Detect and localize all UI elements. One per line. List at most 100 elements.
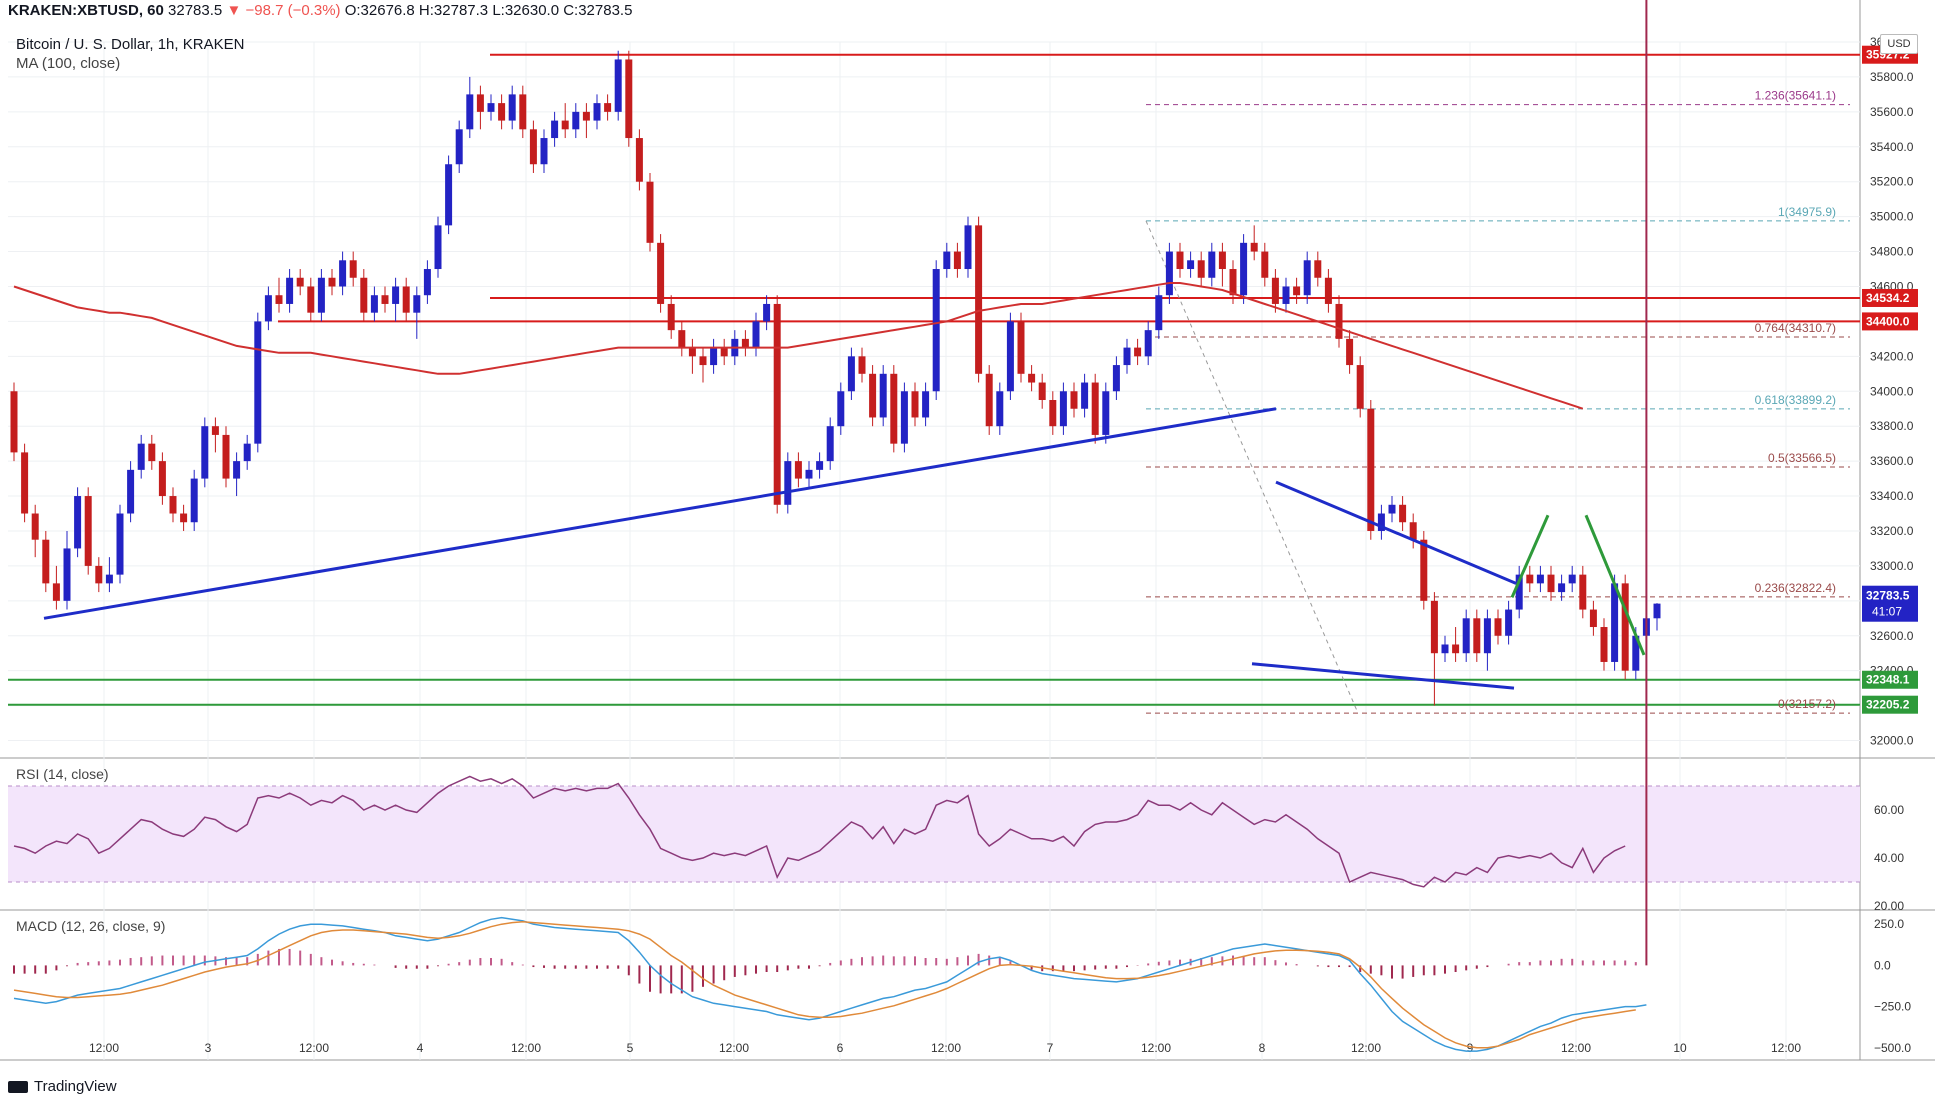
- y-tick-label: 35000.0: [1870, 210, 1914, 224]
- candle-up: [370, 295, 378, 313]
- candle-down: [985, 373, 993, 427]
- symbol-header: KRAKEN:XBTUSD, 60 32783.5 ▼ −98.7 (−0.3%…: [8, 2, 632, 19]
- candle-down: [561, 120, 569, 130]
- candle-up: [551, 120, 559, 139]
- y-tick-label: 34800.0: [1870, 245, 1914, 259]
- candle-down: [657, 242, 665, 304]
- candle-up: [1123, 347, 1131, 366]
- candle-down: [699, 356, 707, 366]
- fib-level-label: 0(32157.2): [1778, 697, 1836, 711]
- candle-down: [148, 443, 156, 462]
- candle-down: [381, 295, 389, 304]
- candle-up: [572, 111, 580, 130]
- candle-down: [31, 513, 39, 540]
- candle-up: [932, 269, 940, 392]
- brand-label: TradingView: [34, 1078, 117, 1095]
- candle-up: [1483, 618, 1491, 654]
- candle-up: [837, 391, 845, 427]
- candle-up: [943, 251, 951, 270]
- y-tick-label: 35200.0: [1870, 175, 1914, 189]
- candle-up: [455, 129, 463, 165]
- price-level-badge: [1862, 695, 1918, 714]
- candle-up: [752, 321, 760, 348]
- x-tick-label: 12:00: [89, 1041, 119, 1055]
- ma100-line: [13, 282, 1584, 410]
- candle-down: [1134, 347, 1142, 357]
- candle-down: [1176, 251, 1184, 270]
- candle-up: [1144, 330, 1152, 357]
- candle-down: [1452, 644, 1460, 654]
- lower-trendline: [1251, 662, 1515, 690]
- ohlc-values: O:32676.8 H:32787.3 L:32630.0 C:32783.5: [344, 2, 633, 19]
- price-level-label: 32348.1: [1866, 673, 1910, 687]
- candle-down: [1314, 260, 1322, 278]
- candle-up: [1165, 251, 1173, 296]
- candle-up: [1240, 242, 1248, 296]
- candle-up: [127, 469, 135, 514]
- y-tick-label: 34000.0: [1870, 384, 1914, 398]
- candle-down: [328, 277, 336, 287]
- fib-level-label: 1.236(35641.1): [1755, 89, 1836, 103]
- candle-up: [540, 138, 548, 165]
- last-price: 32783.5: [168, 2, 223, 19]
- y-tick-label: 35600.0: [1870, 105, 1914, 119]
- indicator-label[interactable]: MA (100, close): [16, 55, 121, 72]
- candle-up: [1006, 321, 1014, 392]
- candle-up: [879, 373, 887, 418]
- candle-up: [614, 59, 622, 112]
- candle-up: [201, 426, 209, 479]
- candle-up: [1632, 635, 1640, 671]
- tradingview-brand[interactable]: TradingView: [8, 1078, 117, 1095]
- candle-down: [604, 103, 612, 112]
- macd-pane-label[interactable]: MACD (12, 26, close, 9): [16, 918, 166, 934]
- y-tick-label: 32000.0: [1870, 734, 1914, 748]
- price-level-badge: [1862, 288, 1918, 307]
- candle-down: [476, 94, 484, 112]
- candle-down: [1600, 627, 1608, 662]
- rsi-pane-label[interactable]: RSI (14, close): [16, 766, 109, 782]
- candle-up: [1462, 618, 1470, 654]
- fib-level-label: 1(34975.9): [1778, 205, 1836, 219]
- candle-down: [52, 583, 60, 601]
- candle-up: [445, 164, 453, 226]
- macd-tick-label: 0.0: [1874, 958, 1891, 972]
- candle-down: [1324, 277, 1332, 304]
- price-change: −98.7 (−0.3%): [245, 2, 341, 19]
- rsi-tick-label: 20.00: [1874, 899, 1904, 913]
- candle-down: [222, 434, 230, 479]
- candle-down: [667, 303, 675, 331]
- x-tick-label: 4: [417, 1041, 424, 1055]
- price-level-label: 34534.2: [1866, 291, 1910, 305]
- tradingview-logo-icon: [8, 1081, 28, 1094]
- currency-button[interactable]: USD: [1880, 34, 1918, 54]
- ticker-label: KRAKEN:XBTUSD, 60: [8, 2, 164, 19]
- candle-up: [964, 225, 972, 270]
- candle-down: [275, 295, 283, 304]
- candle-down: [720, 347, 728, 357]
- candle-down: [10, 391, 18, 453]
- candle-down: [1261, 251, 1269, 278]
- candle-down: [953, 251, 961, 270]
- candle-down: [741, 338, 749, 348]
- x-tick-label: 8: [1259, 1041, 1266, 1055]
- candle-up: [1558, 583, 1566, 593]
- candle-up: [763, 303, 771, 322]
- candle-down: [529, 129, 537, 165]
- candle-up: [116, 513, 124, 575]
- x-tick-label: 5: [627, 1041, 634, 1055]
- candle-down: [911, 391, 919, 418]
- candle-up: [1187, 260, 1195, 270]
- candle-up: [190, 478, 198, 523]
- rsi-line: [13, 775, 1626, 888]
- candle-up: [922, 391, 930, 418]
- candle-up: [816, 461, 824, 470]
- candle-up: [1112, 365, 1120, 392]
- price-level-badge: [1862, 670, 1918, 689]
- candle-down: [773, 303, 781, 505]
- ascending-trendline: [43, 407, 1277, 620]
- candle-up: [286, 277, 294, 304]
- candle-up: [805, 469, 813, 479]
- candle-down: [1589, 609, 1597, 628]
- candle-down: [1420, 539, 1428, 601]
